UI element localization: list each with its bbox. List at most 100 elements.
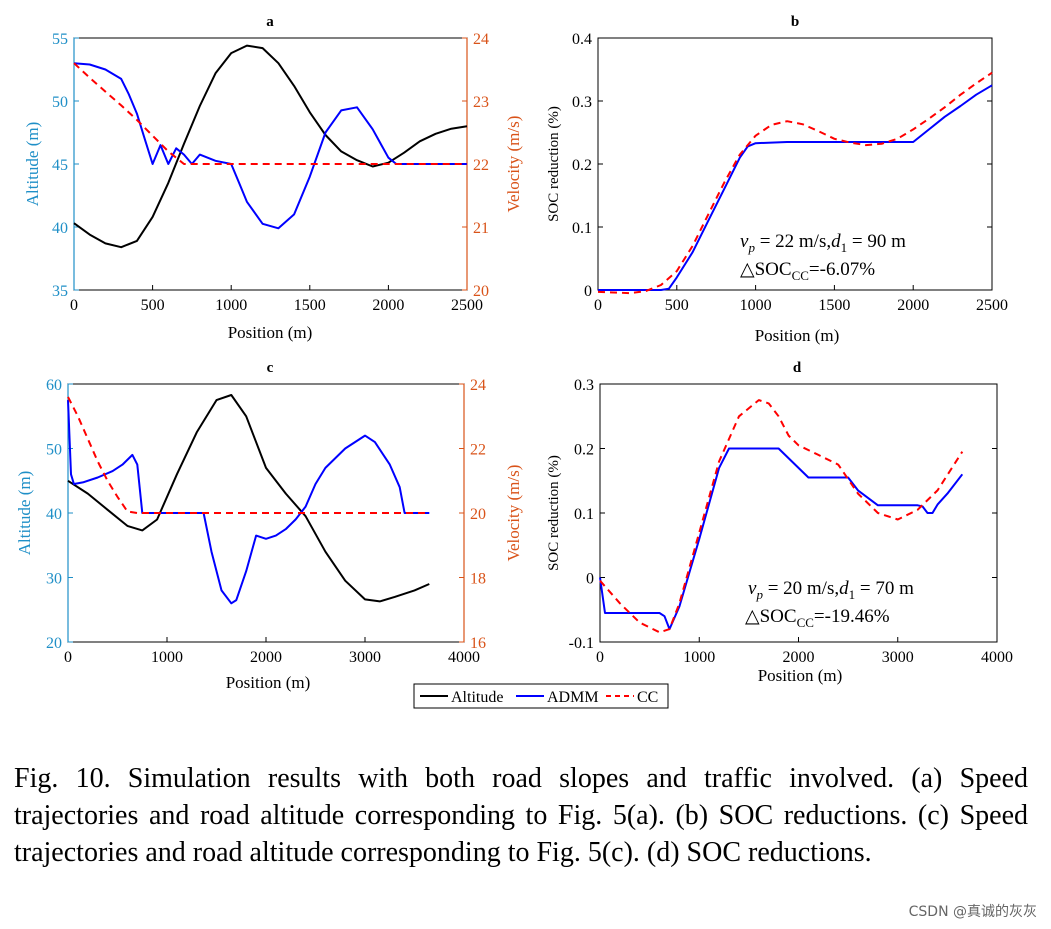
legend-entry-cc: CC — [637, 689, 658, 706]
panel-d-annotation-d: d — [839, 578, 849, 599]
panel-c: c Altitude (m) Velocity (m/s) Position (… — [15, 360, 523, 692]
panel-a-ytick-right-label: 20 — [473, 283, 489, 300]
panel-c-series-altitude — [67, 394, 430, 603]
panel-b-annotation-v: v — [740, 231, 749, 252]
panel-b-ytick-label: 0 — [584, 283, 592, 300]
panel-d-xtick-label: 0 — [596, 649, 604, 666]
panel-c-ytick-label: 30 — [46, 571, 62, 588]
panel-c-ytick-label: 50 — [46, 442, 62, 459]
panel-a-series — [73, 44, 468, 249]
panel-d-ytick-label: 0.3 — [574, 377, 594, 394]
panel-a-ylabel-right: Velocity (m/s) — [504, 116, 523, 213]
panel-c-xtick-label: 3000 — [349, 649, 381, 666]
panel-b-ytick-label: 0.4 — [572, 31, 592, 48]
panel-d-ytick-label: 0.1 — [574, 506, 594, 523]
panel-b-series-admm — [598, 84, 993, 291]
legend-entry-altitude: Altitude — [451, 689, 503, 706]
panel-b-annotation-speed: = 22 m/s, — [755, 231, 831, 252]
panel-c-ytick-right-label: 24 — [470, 377, 486, 394]
panel-b-annotation-soc: △SOCCC=-6.07% — [740, 259, 875, 283]
panel-a-ytick-right-label: 21 — [473, 220, 489, 237]
panel-a-series-altitude — [73, 44, 468, 249]
panel-d-frame — [599, 383, 998, 643]
panel-c-xtick-label: 4000 — [448, 649, 480, 666]
panel-c-series-admm — [67, 400, 430, 605]
panel-d-annotation-dist: = 70 m — [855, 578, 914, 599]
panel-b-annotation-p: p — [747, 240, 755, 255]
panel-b-annotation-soc-prefix: △SOC — [740, 259, 792, 280]
panel-a-xtick-label: 2500 — [451, 297, 483, 314]
panel-d-ytick-label: 0 — [586, 571, 594, 588]
panel-c-ytick-label: 20 — [46, 635, 62, 652]
panel-b-xtick-label: 2500 — [976, 297, 1008, 314]
panel-b-frame — [597, 37, 993, 291]
panel-a-ytick-label: 40 — [52, 220, 68, 237]
panel-a-ytick-right-label: 24 — [473, 31, 489, 48]
panel-b-annotation-d: d — [831, 231, 841, 252]
panel-d-series — [599, 399, 964, 634]
panel-b-annotation-params: vp = 22 m/s,d1 = 90 m — [740, 231, 906, 255]
panel-b-ticks: 0 500 1000 1500 2000 2500 0 0.1 0.2 0.3 0.4 — [572, 31, 1008, 314]
panel-d-title: d — [793, 360, 802, 376]
panel-b-xtick-label: 500 — [665, 297, 689, 314]
panel-a-ytick-label: 55 — [52, 31, 68, 48]
panel-c-xtick-label: 2000 — [250, 649, 282, 666]
panel-d-annotation-p: p — [755, 587, 763, 602]
panel-d-ytick-label: -0.1 — [569, 635, 594, 652]
panel-d-xtick-label: 1000 — [683, 649, 715, 666]
panel-b-xtick-label: 1000 — [740, 297, 772, 314]
legend-entry-admm: ADMM — [547, 689, 599, 706]
panel-c-title: c — [267, 360, 274, 376]
panel-c-ytick-label: 60 — [46, 377, 62, 394]
panel-d-annotation-v: v — [748, 578, 757, 599]
panel-c-ticks: 0 1000 2000 3000 4000 20 30 40 50 60 16 18 20 22 24 — [46, 377, 486, 666]
panel-b-xtick-label: 1500 — [818, 297, 850, 314]
panel-b-annotation-soc-sub: CC — [792, 268, 809, 283]
panel-b-ytick-label: 0.2 — [572, 157, 592, 174]
panel-b-xtick-label: 2000 — [897, 297, 929, 314]
panel-d-annotation-soc-prefix: △SOC — [745, 606, 797, 627]
panel-d-annotation-params: vp = 20 m/s,d1 = 70 m — [748, 578, 914, 602]
panel-a-series-cc — [73, 62, 467, 165]
panel-a-xtick-label: 0 — [70, 297, 78, 314]
panel-d-ytick-label: 0.2 — [574, 442, 594, 459]
panel-c-series-cc — [67, 396, 430, 514]
panel-a-ytick-label: 45 — [52, 157, 68, 174]
panel-a-title: a — [266, 14, 274, 30]
panel-d-annotation-soc-sub: CC — [797, 615, 814, 630]
panel-c-ylabel-left: Altitude (m) — [15, 471, 34, 556]
panel-c-xtick-label: 0 — [64, 649, 72, 666]
panel-c-ytick-right-label: 22 — [470, 442, 486, 459]
panel-a-xtick-label: 2000 — [372, 297, 404, 314]
panel-b-ylabel: SOC reduction (%) — [546, 106, 562, 222]
panel-a: a Altitude (m) Velocity (m/s) Position (… — [23, 14, 523, 342]
figure-canvas: a Altitude (m) Velocity (m/s) Position (… — [15, 14, 1013, 709]
panel-d-ylabel: SOC reduction (%) — [546, 455, 562, 571]
panel-b-ytick-label: 0.3 — [572, 94, 592, 111]
panel-d: d SOC reduction (%) Position (m) 0 1000 20… — [546, 360, 1013, 685]
panel-b-series — [597, 71, 993, 295]
panel-d-ticks: 0 1000 2000 3000 4000-0.100.10.20.3 — [569, 377, 1013, 666]
panel-b: b SOC reduction (%) Position (m) 0 500 100… — [546, 14, 1008, 345]
panel-d-annotation-soc-value: =-19.46% — [814, 606, 890, 627]
panel-c-series — [67, 394, 430, 605]
panel-d-series-cc — [599, 399, 964, 634]
panel-c-xtick-label: 1000 — [151, 649, 183, 666]
panel-b-annotation-soc-value: =-6.07% — [809, 259, 875, 280]
panel-a-ticks: 0 500 1000 1500 2000 2500 35 40 45 50 55 20 21 22 23 24 — [52, 31, 489, 314]
panel-b-title: b — [791, 14, 799, 30]
panel-c-ytick-right-label: 18 — [470, 571, 486, 588]
panel-a-ytick-right-label: 22 — [473, 157, 489, 174]
panel-c-ytick-label: 40 — [46, 506, 62, 523]
panel-c-ytick-right-label: 16 — [470, 635, 486, 652]
panel-d-xtick-label: 4000 — [981, 649, 1013, 666]
panel-c-xlabel: Position (m) — [226, 673, 311, 692]
panel-a-ytick-label: 35 — [52, 283, 68, 300]
panel-d-annotation-speed: = 20 m/s, — [763, 578, 839, 599]
panel-d-xlabel: Position (m) — [758, 666, 843, 685]
legend: Altitude ADMM CC — [413, 683, 669, 709]
panel-c-ytick-right-label: 20 — [470, 506, 486, 523]
panel-a-xtick-label: 500 — [141, 297, 165, 314]
panel-d-xtick-label: 2000 — [783, 649, 815, 666]
panel-d-annotation-soc: △SOCCC=-19.46% — [745, 606, 890, 630]
